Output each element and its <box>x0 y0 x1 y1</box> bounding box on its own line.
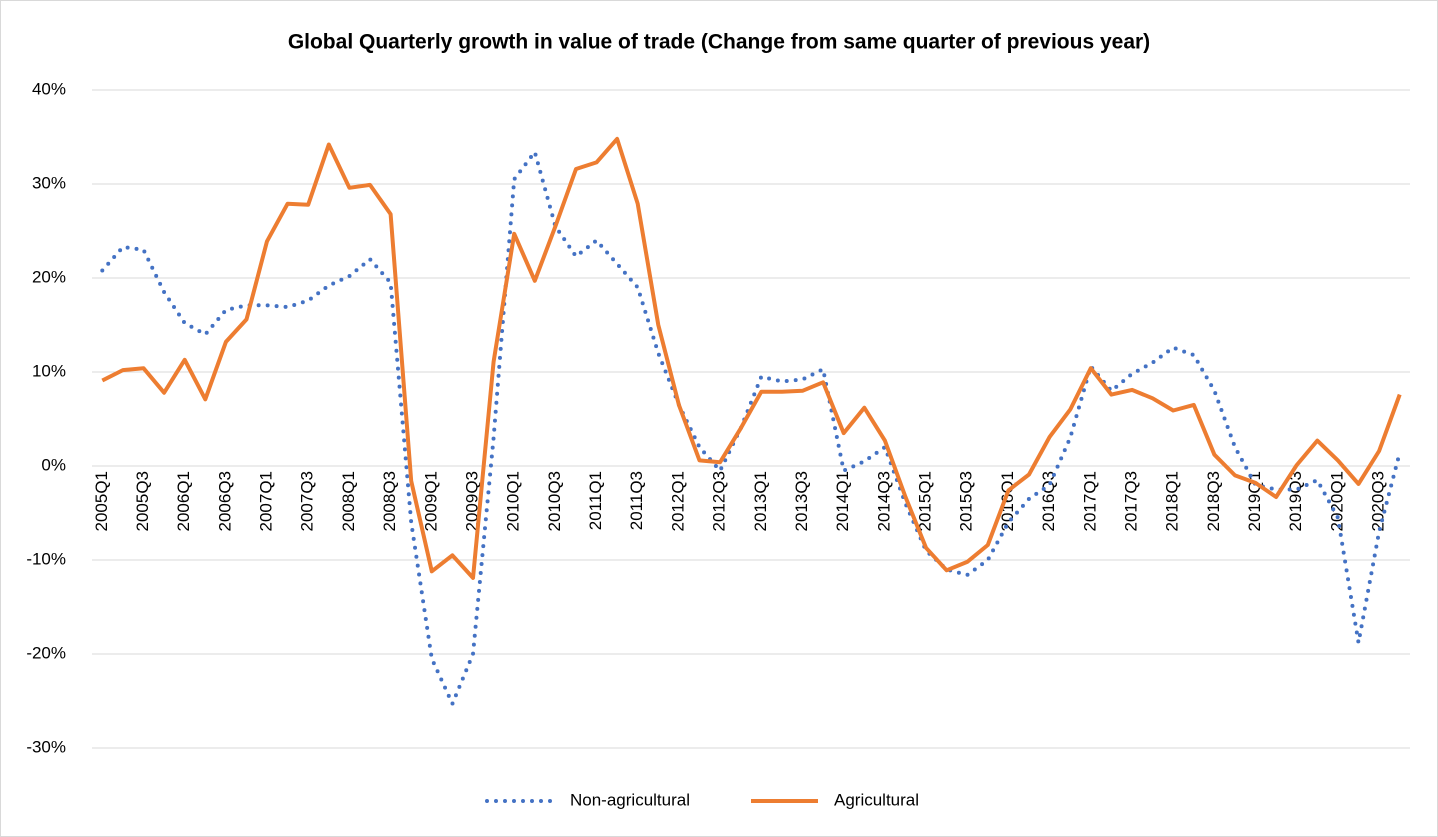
x-tick-label: 2010Q3 <box>545 471 564 532</box>
x-tick-label: 2005Q1 <box>92 471 111 532</box>
x-tick-label: 2014Q3 <box>874 471 893 532</box>
x-tick-label: 2019Q3 <box>1286 471 1305 532</box>
y-tick-label: 10% <box>32 361 66 380</box>
x-tick-label: 2007Q3 <box>298 471 317 532</box>
y-tick-label: 20% <box>32 267 66 286</box>
x-tick-label: 2020Q1 <box>1327 471 1346 532</box>
x-tick-label: 2007Q1 <box>257 471 276 532</box>
y-tick-label: 40% <box>32 79 66 98</box>
y-tick-label: -30% <box>26 737 66 756</box>
x-tick-label: 2017Q1 <box>1080 471 1099 532</box>
y-tick-label: -20% <box>26 643 66 662</box>
x-tick-label: 2005Q3 <box>133 471 152 532</box>
legend-label: Agricultural <box>834 790 919 809</box>
y-tick-label: 30% <box>32 173 66 192</box>
x-tick-label: 2015Q1 <box>916 471 935 532</box>
x-tick-label: 2014Q1 <box>833 471 852 532</box>
x-tick-label: 2012Q3 <box>710 471 729 532</box>
x-tick-label: 2013Q3 <box>792 471 811 532</box>
x-tick-label: 2009Q1 <box>421 471 440 532</box>
legend-label: Non-agricultural <box>570 790 690 809</box>
x-tick-label: 2018Q1 <box>1163 471 1182 532</box>
x-tick-label: 2016Q1 <box>998 471 1017 532</box>
x-tick-label: 2008Q3 <box>380 471 399 532</box>
x-tick-label: 2017Q3 <box>1121 471 1140 532</box>
x-tick-label: 2013Q1 <box>751 471 770 532</box>
x-tick-label: 2012Q1 <box>668 471 687 532</box>
series-line <box>100 150 1402 706</box>
x-tick-label: 2010Q1 <box>504 471 523 532</box>
chart-title: Global Quarterly growth in value of trad… <box>288 31 1150 54</box>
y-tick-label: 0% <box>41 455 66 474</box>
x-tick-label: 2020Q3 <box>1369 471 1388 532</box>
x-tick-label: 2016Q3 <box>1039 471 1058 532</box>
x-tick-label: 2006Q3 <box>215 471 234 532</box>
x-tick-label: 2015Q3 <box>957 471 976 532</box>
x-tick-label: 2006Q1 <box>174 471 193 532</box>
x-tick-label: 2011Q1 <box>586 471 605 530</box>
x-tick-label: 2011Q3 <box>627 471 646 530</box>
series-line <box>101 136 1402 580</box>
y-tick-label: -10% <box>26 549 66 568</box>
x-tick-label: 2009Q3 <box>462 471 481 532</box>
x-tick-label: 2008Q1 <box>339 471 358 532</box>
x-tick-label: 2018Q3 <box>1204 471 1223 532</box>
